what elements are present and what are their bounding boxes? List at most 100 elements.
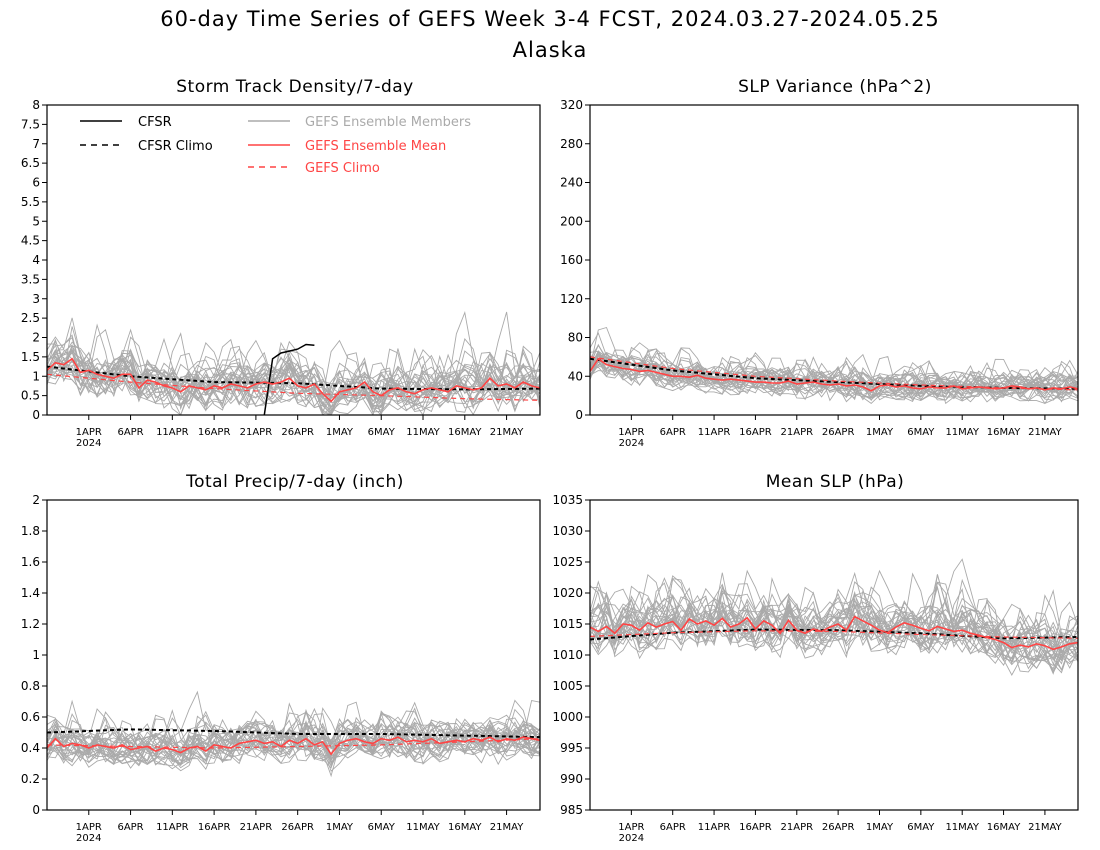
y-tick-label: 1025: [552, 555, 583, 569]
y-tick-label: 0: [575, 408, 583, 422]
total-precip-panel: Total Precip/7-day (inch) 0 0.2 0.4 0.6 0.8 1…: [21, 472, 541, 844]
y-tick-label: 80: [568, 331, 583, 345]
y-tick-label: 6.5: [21, 156, 40, 170]
x-year-label: 2024: [76, 438, 101, 449]
x-tick-label: 21MAY: [1028, 427, 1062, 438]
x-tick-label: 1APR: [76, 427, 102, 438]
y-tick-label: 1005: [552, 679, 583, 693]
y-tick-label: 3.5: [21, 272, 40, 286]
x-tick-label: 11APR: [698, 822, 731, 833]
x-tick-label: 16APR: [198, 822, 231, 833]
ensemble-member-line: [47, 317, 540, 411]
ensemble-member-line: [47, 344, 540, 412]
gefs-climo-line: [47, 738, 540, 749]
ensemble-member-line: [590, 600, 1078, 669]
panel-title: Storm Track Density/7-day: [176, 77, 413, 97]
cfsr-line: [263, 343, 315, 415]
plot-area: [47, 690, 540, 778]
ensemble-member-line: [47, 339, 540, 403]
x-tick-label: 11MAY: [945, 822, 979, 833]
x-tick-label: 11APR: [698, 427, 731, 438]
y-tick-label: 990: [560, 772, 583, 786]
x-tick-label: 26APR: [281, 822, 314, 833]
y-tick-label: 0.4: [21, 741, 40, 755]
ensemble-member-line: [47, 718, 540, 772]
x-tick-label: 11MAY: [945, 427, 979, 438]
storm-track-density-panel: Storm Track Density/7-day 0 0.5 1 1.5 2 2.5 3 3…: [21, 77, 541, 449]
x-tick-label: 1MAY: [866, 427, 894, 438]
x-tick-label: 16MAY: [987, 427, 1021, 438]
x-tick-label: 6MAY: [368, 427, 396, 438]
legend-label-cfsr-climo: CFSR Climo: [138, 139, 213, 154]
y-tick-label: 280: [560, 137, 583, 151]
x-tick-label: 1APR: [618, 822, 644, 833]
x-tick-label: 11MAY: [406, 822, 440, 833]
y-tick-label: 1015: [552, 617, 583, 631]
ensemble-member-line: [590, 578, 1078, 662]
x-tick-label: 21APR: [240, 427, 273, 438]
panel-title: Total Precip/7-day (inch): [185, 472, 404, 492]
y-tick-label: 1.8: [21, 524, 40, 538]
figure-title: 60-day Time Series of GEFS Week 3-4 FCST…: [160, 7, 940, 31]
y-tick-label: 1.5: [21, 350, 40, 364]
x-year-label: 2024: [76, 833, 101, 844]
x-tick-label: 16APR: [739, 822, 772, 833]
y-tick-label: 320: [560, 98, 583, 112]
ensemble-member-line: [590, 352, 1078, 399]
y-tick-label: 995: [560, 741, 583, 755]
x-tick-label: 11APR: [156, 427, 189, 438]
y-tick-label: 5.5: [21, 195, 40, 209]
ensemble-member-line: [47, 711, 540, 764]
y-tick-label: 200: [560, 214, 583, 228]
x-tick-label: 11MAY: [406, 427, 440, 438]
x-tick-label: 16MAY: [987, 822, 1021, 833]
y-tick-label: 0.6: [21, 710, 40, 724]
y-tick-label: 3: [32, 292, 40, 306]
x-tick-label: 21APR: [781, 427, 814, 438]
gefs-mean-line: [590, 357, 1078, 392]
panel-title: Mean SLP (hPa): [766, 472, 905, 492]
y-tick-label: 1020: [552, 586, 583, 600]
y-tick-label: 2: [32, 331, 40, 345]
x-tick-label: 1MAY: [326, 822, 354, 833]
y-tick-label: 1010: [552, 648, 583, 662]
ensemble-member-line: [590, 586, 1078, 654]
ensemble-member-line: [590, 569, 1078, 675]
legend-label-cfsr: CFSR: [138, 115, 172, 130]
ensemble-member-line: [47, 714, 540, 763]
y-tick-label: 1000: [552, 710, 583, 724]
x-year-label: 2024: [619, 833, 644, 844]
mean-slp-panel: Mean SLP (hPa) 985 990 995 1000 1005 1010 1015…: [552, 472, 1079, 844]
x-tick-label: 11APR: [156, 822, 189, 833]
y-tick-label: 2.5: [21, 311, 40, 325]
y-tick-label: 1: [32, 648, 40, 662]
ensemble-member-line: [47, 699, 540, 764]
ensemble-member-line: [590, 354, 1078, 401]
x-tick-label: 6MAY: [907, 822, 935, 833]
legend-label-gefs-mean: GEFS Ensemble Mean: [305, 139, 446, 154]
ensemble-member-line: [590, 352, 1078, 401]
y-tick-label: 4: [32, 253, 40, 267]
x-tick-label: 26APR: [822, 427, 855, 438]
y-tick-label: 7.5: [21, 117, 40, 131]
x-tick-label: 26APR: [281, 427, 314, 438]
x-tick-label: 1APR: [76, 822, 102, 833]
y-tick-label: 985: [560, 803, 583, 817]
slp-variance-panel: SLP Variance (hPa^2) 0 40 80 120 160 200 240 28…: [560, 77, 1079, 449]
ensemble-member-line: [47, 708, 540, 762]
x-tick-label: 21MAY: [490, 427, 524, 438]
y-tick-label: 1.4: [21, 586, 40, 600]
x-tick-label: 16MAY: [448, 822, 482, 833]
legend-label-gefs-members: GEFS Ensemble Members: [305, 115, 471, 130]
panel-title: SLP Variance (hPa^2): [738, 77, 932, 97]
gefs-climo-line: [47, 373, 540, 401]
x-tick-label: 6APR: [117, 822, 143, 833]
x-tick-label: 6MAY: [368, 822, 396, 833]
ensemble-member-line: [590, 589, 1078, 663]
y-tick-label: 2: [32, 493, 40, 507]
x-year-label: 2024: [619, 438, 644, 449]
plot-area: [590, 558, 1078, 676]
ensemble-member-line: [47, 718, 540, 768]
plot-frame: [46, 499, 541, 811]
